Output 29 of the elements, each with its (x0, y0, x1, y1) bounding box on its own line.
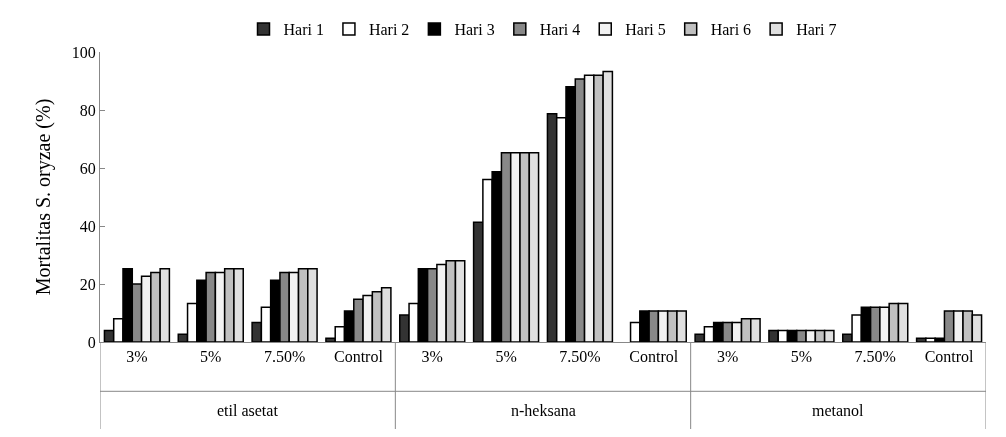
x-tick-label: 7.50% (263, 348, 306, 366)
y-axis-title: Mortalitas S. oryzae (%) (32, 98, 55, 296)
x-tick-label: 5% (495, 348, 517, 366)
x-tick-label: Control (629, 348, 679, 366)
x-tick-label: 5% (200, 348, 222, 366)
y-tick-label: 80 (79, 101, 96, 119)
text: metanol (812, 402, 865, 419)
x-tick-label: 3% (126, 348, 148, 366)
text: n-heksana (511, 402, 576, 419)
legend-label: Hari 5 (625, 21, 666, 39)
legend-label: Hari 1 (283, 21, 324, 39)
legend-label: Hari 7 (796, 21, 837, 39)
legend-label: Hari 4 (539, 21, 581, 39)
x-tick-label: 3% (716, 348, 739, 366)
legend-label: Hari 3 (454, 21, 495, 39)
x-tick-label: Control (924, 348, 975, 366)
y-tick-label: 20 (79, 275, 96, 293)
x-tick-label: 5% (790, 348, 813, 366)
y-tick-label: 0 (87, 333, 96, 351)
y-tick-label: 100 (71, 43, 96, 61)
x-tick-label: 7.50% (559, 348, 601, 366)
legend-label: Hari 2 (368, 21, 410, 39)
y-tick-label: 60 (79, 159, 96, 177)
x-tick-label: Control (333, 348, 384, 366)
text: etil asetat (217, 402, 279, 419)
x-tick-label: 7.50% (854, 348, 896, 366)
y-tick-label: 40 (79, 217, 96, 235)
legend-label: Hari 6 (710, 21, 752, 39)
x-tick-label: 3% (421, 348, 443, 366)
